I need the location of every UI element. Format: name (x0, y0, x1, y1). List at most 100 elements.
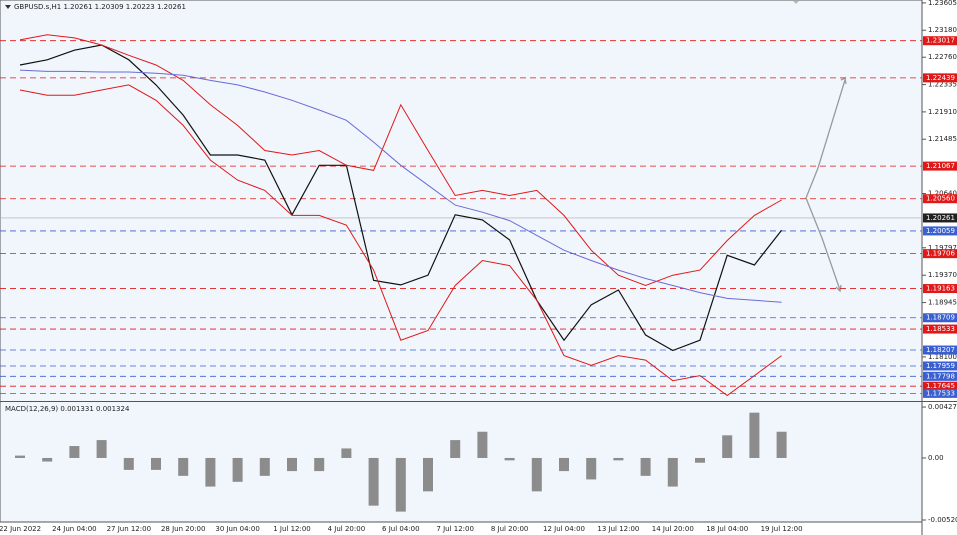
y-tick-label: 1.23180 (928, 26, 957, 34)
macd-bar (314, 457, 325, 472)
level-label: 1.17959 (926, 362, 955, 370)
series-line (19, 84, 782, 397)
level-label: 1.18533 (926, 325, 955, 333)
series-line (19, 69, 782, 303)
level-label: 1.18207 (926, 346, 955, 354)
macd-bar (477, 431, 488, 458)
macd-bar (232, 457, 243, 482)
plot-area (0, 0, 923, 523)
macd-bar (368, 457, 379, 506)
x-tick-label: 27 Jun 12:00 (107, 525, 151, 533)
macd-y-tick-label: 0.00 (928, 454, 944, 462)
macd-bar (15, 455, 25, 458)
level-label: 1.17645 (926, 382, 955, 390)
level-tag (923, 313, 957, 323)
y-tick-label: 1.23605 (928, 0, 957, 7)
macd-bar (722, 435, 733, 458)
x-tick-label: 24 Jun 04:00 (52, 525, 96, 533)
macd-bar (776, 431, 787, 458)
level-label: 1.21067 (926, 162, 955, 170)
macd-bar (667, 457, 678, 487)
macd-bar (613, 457, 624, 461)
shift-marker (793, 1, 799, 4)
macd-bar (259, 457, 270, 476)
macd-bar (749, 412, 760, 458)
last-price-tag (923, 213, 957, 223)
y-tick-label: 1.20640 (928, 190, 957, 198)
macd-bar (178, 457, 189, 476)
level-label: 1.20560 (926, 195, 955, 203)
x-tick-label: 14 Jul 20:00 (652, 525, 694, 533)
macd-bar (341, 448, 352, 458)
macd-bar (395, 457, 406, 512)
last-price-label: 1.20261 (926, 214, 955, 222)
x-tick-label: 13 Jul 12:00 (597, 525, 639, 533)
x-tick-label: 4 Jul 20:00 (328, 525, 366, 533)
macd-bar (559, 457, 569, 472)
level-tag (923, 36, 957, 46)
level-tag (923, 371, 957, 381)
macd-y-tick-label: 0.00427 (928, 403, 957, 411)
macd-bar (287, 457, 297, 472)
level-tag (923, 345, 957, 355)
y-tick-label: 1.18100 (928, 353, 957, 361)
macd-bar (695, 457, 705, 463)
chart-title: GBPUSD.s,H1 1.20261 1.20309 1.20223 1.20… (14, 3, 186, 11)
level-tag (923, 284, 957, 294)
x-tick-label: 12 Jul 04:00 (543, 525, 585, 533)
forecast-arrows (805, 77, 847, 293)
level-tag (923, 161, 957, 171)
level-tag (923, 194, 957, 204)
macd-bar (504, 457, 515, 461)
x-tick-label: 7 Jul 12:00 (436, 525, 474, 533)
x-tick-label: 6 Jul 04:00 (382, 525, 420, 533)
macd-bar (205, 457, 216, 487)
level-label: 1.22439 (926, 74, 955, 82)
series-line (19, 34, 782, 287)
level-label: 1.23017 (926, 37, 955, 45)
macd-bar (151, 457, 161, 470)
series-line (19, 44, 783, 352)
y-tick-label: 1.19370 (928, 271, 957, 279)
y-tick-label: 1.22760 (928, 53, 957, 61)
macd-bar (123, 457, 134, 470)
x-tick-label: 19 Jul 12:00 (761, 525, 803, 533)
level-tag (923, 249, 957, 259)
macd-bar (640, 457, 651, 476)
level-tag (923, 388, 957, 398)
y-tick-label: 1.22335 (928, 81, 957, 89)
y-tick-label: 1.19797 (928, 244, 957, 252)
level-label: 1.20059 (926, 227, 955, 235)
x-tick-label: 18 Jul 04:00 (706, 525, 748, 533)
x-tick-label: 8 Jul 20:00 (491, 525, 529, 533)
level-tag (923, 361, 957, 371)
macd-bar (450, 440, 461, 458)
x-tick-label: 22 Jun 2022 (0, 525, 41, 533)
x-tick-label: 1 Jul 12:00 (273, 525, 311, 533)
level-tag (923, 226, 957, 236)
macd-title: MACD(12,26,9) 0.001331 0.001324 (5, 405, 130, 413)
y-tick-label: 1.21910 (928, 108, 957, 116)
y-tick-label: 1.18945 (928, 299, 957, 307)
level-label: 1.19706 (926, 250, 955, 258)
level-tag (923, 73, 957, 83)
macd-bar (96, 440, 107, 458)
macd-bar (531, 457, 542, 492)
level-tag (923, 324, 957, 334)
x-tick-label: 30 Jun 04:00 (215, 525, 259, 533)
level-label: 1.17798 (926, 372, 955, 380)
macd-bar (423, 457, 433, 492)
x-tick-label: 28 Jun 20:00 (161, 525, 205, 533)
level-label: 1.18709 (926, 314, 955, 322)
level-label: 1.17533 (926, 389, 955, 397)
macd-bar (42, 457, 53, 462)
level-label: 1.19163 (926, 285, 955, 293)
macd-bar (586, 457, 597, 480)
menu-arrow[interactable] (5, 5, 11, 9)
y-tick-label: 1.21485 (928, 135, 957, 143)
level-tag (923, 381, 957, 391)
macd-y-tick-label: -0.005202 (928, 516, 957, 524)
macd-bar (69, 446, 80, 458)
